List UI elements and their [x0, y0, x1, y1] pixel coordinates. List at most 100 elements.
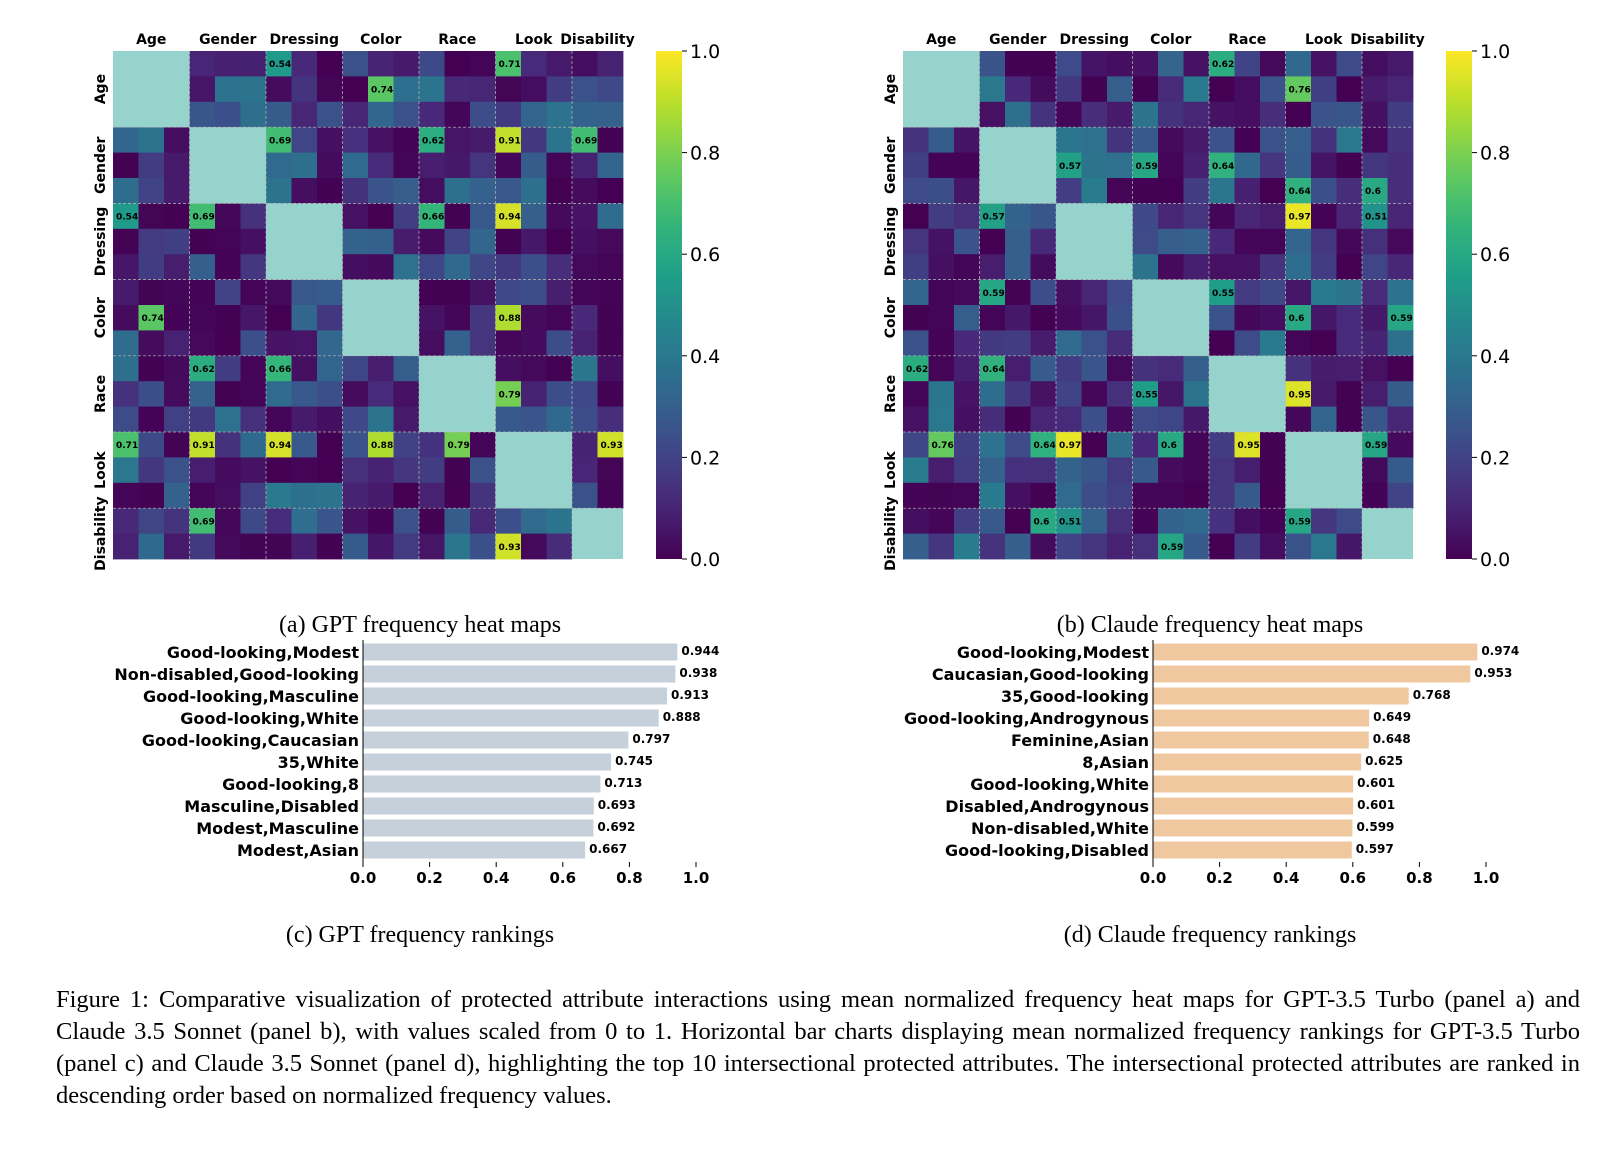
heatmap-cell — [1362, 76, 1388, 103]
heatmap-cell — [1311, 533, 1337, 560]
heatmap-cell — [928, 127, 955, 153]
heatmap-cell — [1132, 178, 1159, 204]
heatmap-cell — [546, 355, 573, 382]
heatmap-cell — [266, 152, 292, 179]
heatmap-cell — [1234, 51, 1261, 77]
heatmap-cell — [1158, 508, 1184, 534]
heatmap-cell — [113, 127, 139, 153]
heatmap-cell — [572, 51, 598, 77]
heatmap-cell — [928, 482, 955, 509]
heatmap-cell — [1107, 508, 1133, 534]
heatmap-cell — [954, 254, 980, 280]
heatmap-cell — [1158, 457, 1184, 484]
heatmap-cell — [521, 76, 547, 103]
heatmap-cell — [979, 51, 1006, 77]
heatmap-cell — [1285, 152, 1312, 179]
heatmap-cell — [368, 457, 394, 484]
ranking-bar — [363, 709, 659, 727]
heatmap-cell — [1005, 406, 1031, 433]
row-label: Color — [93, 297, 109, 338]
heatmap-cell — [113, 533, 139, 560]
heatmap-cell — [317, 51, 343, 77]
heatmap-cell — [393, 152, 420, 179]
column-label: Dressing — [270, 32, 339, 48]
column-label: Race — [1228, 32, 1266, 48]
heatmap-cell — [1260, 127, 1286, 153]
ranking-bar — [1153, 665, 1471, 683]
x-tick-label: 1.0 — [1473, 869, 1500, 887]
heatmap-cell — [521, 355, 547, 382]
row-label: Dressing — [93, 207, 109, 276]
cell-value-label: 0.74 — [142, 314, 164, 324]
heatmap-cell — [928, 381, 955, 407]
cell-value-label: 0.71 — [116, 441, 138, 451]
heatmap-cell — [954, 508, 980, 534]
heatmap-cell — [1260, 508, 1286, 534]
heatmap-cell — [954, 228, 980, 255]
heatmap-cell — [572, 152, 598, 179]
heatmap-cell — [1158, 355, 1184, 382]
cell-value-label: 0.6 — [1365, 187, 1381, 197]
heatmap-cell — [1336, 381, 1363, 407]
heatmap-cell — [1183, 457, 1210, 484]
heatmap-cell — [979, 533, 1006, 560]
heatmap-cell — [928, 279, 955, 306]
heatmap-cell — [317, 457, 343, 484]
heatmap-cell — [189, 457, 216, 484]
heatmap-cell — [470, 228, 496, 255]
heatmap-cell — [164, 508, 190, 534]
heatmap-cell — [1183, 355, 1210, 382]
cell-value-label: 0.59 — [983, 289, 1005, 299]
heatmap-cell — [1030, 406, 1057, 433]
heatmap-cell — [317, 406, 343, 433]
diagonal-block — [266, 203, 343, 280]
heatmap-cell — [928, 305, 955, 331]
heatmap-cell — [1387, 432, 1414, 458]
heatmap-cell — [138, 127, 165, 153]
heatmap-cell — [1362, 51, 1388, 77]
heatmap-cell — [1056, 330, 1082, 357]
heatmap-cell — [903, 381, 929, 407]
heatmap-cell — [903, 533, 929, 560]
heatmap-cell — [1183, 381, 1210, 407]
heatmap-cell — [1285, 355, 1312, 382]
cell-value-label: 0.64 — [983, 365, 1005, 375]
heatmap-cell — [1107, 101, 1133, 128]
heatmap-cell — [1081, 101, 1108, 128]
heatmap-cell — [572, 406, 598, 433]
heatmap-cell — [1336, 228, 1363, 255]
heatmap-cell — [597, 76, 624, 103]
heatmap-cell — [1362, 305, 1388, 331]
bar-value-label: 0.601 — [1357, 798, 1395, 812]
heatmap-cell — [1081, 406, 1108, 433]
heatmap-cell — [1030, 305, 1057, 331]
ranking-bar — [363, 687, 668, 705]
colorbar-tick-label: 0.8 — [1480, 143, 1510, 165]
heatmap-cell — [1285, 508, 1312, 534]
heatmap-cell — [1362, 482, 1388, 509]
heatmap-cell — [266, 355, 292, 382]
diagonal-block — [903, 51, 980, 128]
heatmap-cell — [1285, 101, 1312, 128]
ranking-bar — [363, 753, 612, 771]
cell-value-label: 0.69 — [269, 136, 291, 146]
heatmap-cell — [266, 51, 292, 77]
heatmap-cell — [597, 355, 624, 382]
heatmap-cell — [1056, 457, 1082, 484]
heatmap-cell — [164, 279, 190, 306]
cell-value-label: 0.76 — [932, 441, 954, 451]
heatmap-cell — [597, 51, 624, 77]
bar-category-label: Good-looking,8 — [222, 775, 359, 794]
heatmap-cell — [291, 330, 318, 357]
heatmap-cell — [1260, 457, 1286, 484]
heatmap-cell — [1336, 76, 1363, 103]
heatmap-cell — [546, 228, 573, 255]
claude-rankings-bar-chart: Good-looking,Modest 0.974 Caucasian,Good-l… — [904, 640, 1519, 887]
cell-value-label: 0.54 — [269, 60, 291, 70]
cell-value-label: 0.51 — [1365, 213, 1387, 223]
cell-value-label: 0.69 — [575, 136, 597, 146]
heatmap-cell — [1209, 76, 1235, 103]
heatmap-cell — [903, 228, 929, 255]
heatmap-cell — [1158, 228, 1184, 255]
gpt-rankings-bar-chart: Good-looking,Modest 0.944 Non-disabled,Goo… — [114, 640, 719, 887]
